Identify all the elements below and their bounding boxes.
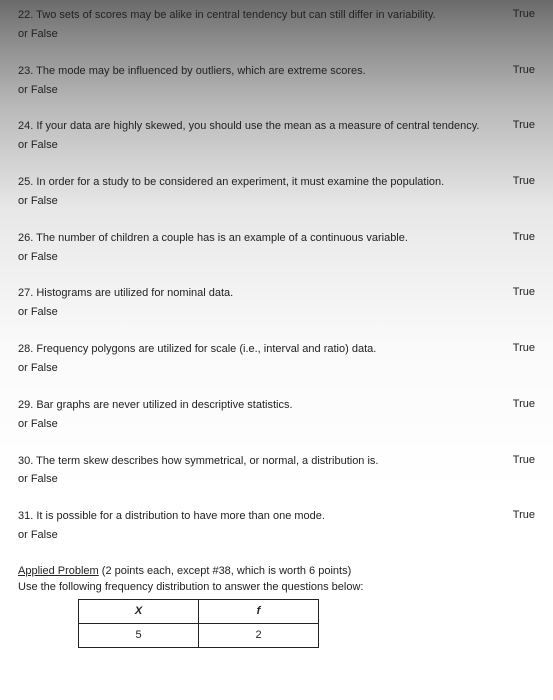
- or-false-option: or False: [18, 361, 535, 376]
- or-false-option: or False: [18, 27, 535, 42]
- question-row: 29. Bar graphs are never utilized in des…: [18, 398, 535, 413]
- true-option: True: [495, 119, 535, 131]
- true-option: True: [495, 231, 535, 243]
- frequency-table: X f 5 2: [78, 599, 319, 648]
- or-false-option: or False: [18, 417, 535, 432]
- table-header-f: f: [199, 599, 319, 623]
- question-row: 23. The mode may be influenced by outlie…: [18, 64, 535, 79]
- or-false-option: or False: [18, 305, 535, 320]
- true-option: True: [495, 509, 535, 521]
- true-option: True: [495, 64, 535, 76]
- question-row: 28. Frequency polygons are utilized for …: [18, 342, 535, 357]
- question-row: 27. Histograms are utilized for nominal …: [18, 286, 535, 301]
- question-text: 27. Histograms are utilized for nominal …: [18, 286, 495, 301]
- or-false-option: or False: [18, 250, 535, 265]
- or-false-option: or False: [18, 138, 535, 153]
- applied-problem-bold: Applied Problem: [18, 565, 99, 577]
- applied-problem-heading: Applied Problem (2 points each, except #…: [18, 565, 535, 577]
- question-row: 26. The number of children a couple has …: [18, 231, 535, 246]
- or-false-option: or False: [18, 528, 535, 543]
- question-row: 25. In order for a study to be considere…: [18, 175, 535, 190]
- true-option: True: [495, 342, 535, 354]
- or-false-option: or False: [18, 472, 535, 487]
- question-text: 25. In order for a study to be considere…: [18, 175, 495, 190]
- true-option: True: [495, 8, 535, 20]
- question-text: 28. Frequency polygons are utilized for …: [18, 342, 495, 357]
- table-header-x: X: [79, 599, 199, 623]
- table-row: X f: [79, 599, 319, 623]
- question-row: 30. The term skew describes how symmetri…: [18, 454, 535, 469]
- or-false-option: or False: [18, 194, 535, 209]
- question-text: 29. Bar graphs are never utilized in des…: [18, 398, 495, 413]
- true-option: True: [495, 398, 535, 410]
- or-false-option: or False: [18, 83, 535, 98]
- applied-problem-instruction: Use the following frequency distribution…: [18, 581, 535, 593]
- question-text: 22. Two sets of scores may be alike in c…: [18, 8, 495, 23]
- table-row: 5 2: [79, 623, 319, 647]
- question-text: 31. It is possible for a distribution to…: [18, 509, 495, 524]
- table-cell-f: 2: [199, 623, 319, 647]
- table-cell-x: 5: [79, 623, 199, 647]
- question-row: 24. If your data are highly skewed, you …: [18, 119, 535, 134]
- true-option: True: [495, 286, 535, 298]
- question-text: 23. The mode may be influenced by outlie…: [18, 64, 495, 79]
- question-text: 30. The term skew describes how symmetri…: [18, 454, 495, 469]
- true-option: True: [495, 175, 535, 187]
- applied-problem-rest: (2 points each, except #38, which is wor…: [99, 565, 352, 577]
- true-option: True: [495, 454, 535, 466]
- question-text: 24. If your data are highly skewed, you …: [18, 119, 495, 134]
- question-text: 26. The number of children a couple has …: [18, 231, 495, 246]
- question-row: 22. Two sets of scores may be alike in c…: [18, 8, 535, 23]
- question-row: 31. It is possible for a distribution to…: [18, 509, 535, 524]
